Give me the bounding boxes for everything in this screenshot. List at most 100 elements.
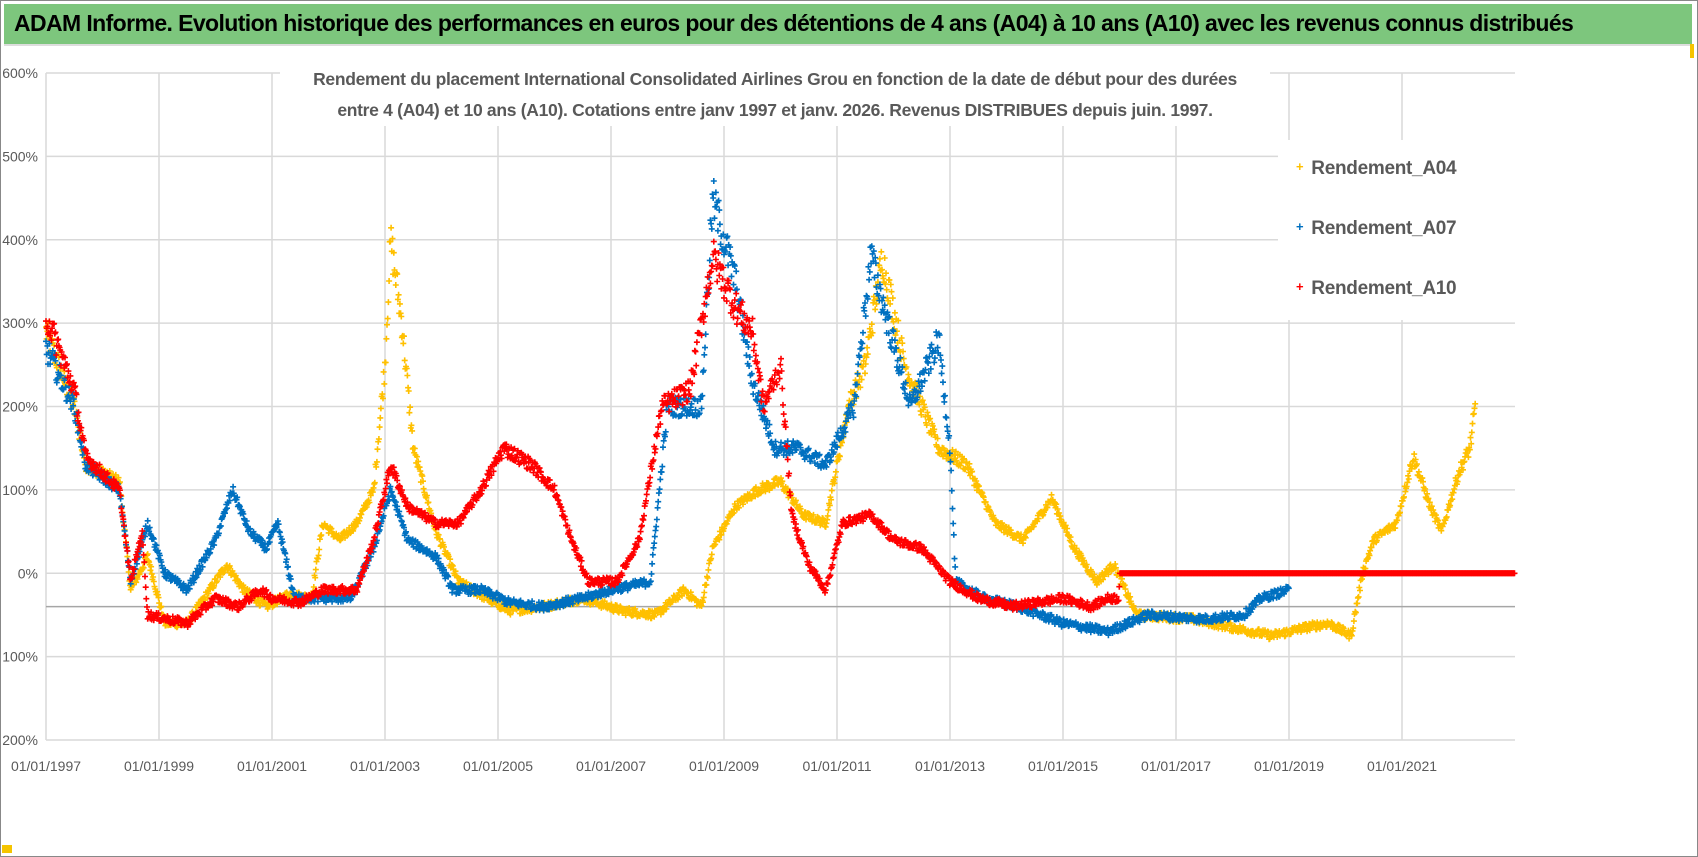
data-point [714, 227, 721, 234]
data-point [386, 278, 393, 284]
data-point [1282, 632, 1289, 639]
data-point [425, 499, 432, 506]
data-point [1428, 503, 1435, 510]
data-point [864, 351, 871, 358]
data-point [70, 396, 77, 403]
data-point [507, 611, 514, 618]
data-point [1048, 491, 1055, 498]
data-point [390, 249, 397, 256]
data-point [708, 551, 715, 558]
data-point [1053, 501, 1060, 508]
data-point [866, 276, 873, 283]
data-point [733, 268, 740, 275]
data-point [1470, 410, 1477, 417]
data-point [939, 363, 946, 370]
data-point [67, 398, 74, 405]
data-point [385, 299, 392, 306]
data-point [862, 361, 869, 367]
data-point [415, 458, 422, 465]
data-point [1064, 525, 1071, 532]
data-point [899, 340, 906, 347]
data-point [211, 582, 218, 589]
data-point [693, 339, 700, 346]
axis-ticks: 600%500%400%300%200%100%0%- 100%- 200%01… [0, 65, 1437, 774]
data-point [868, 321, 875, 328]
data-point [862, 370, 868, 377]
data-point [938, 370, 945, 377]
accent-mark [1690, 44, 1694, 58]
data-point [941, 398, 948, 405]
data-point [406, 409, 413, 416]
data-point [864, 344, 871, 351]
data-point [1100, 576, 1106, 583]
data-point [441, 543, 447, 550]
data-point [405, 388, 412, 394]
data-point [648, 570, 655, 577]
data-point [828, 496, 835, 503]
data-point [1020, 540, 1026, 547]
data-point [948, 467, 955, 474]
data-point [1350, 625, 1357, 632]
x-tick-label: 01/01/2011 [802, 758, 871, 774]
data-point [363, 504, 370, 510]
data-point [122, 533, 129, 539]
data-point [658, 407, 665, 414]
data-point [1392, 525, 1399, 532]
data-point [217, 574, 224, 581]
data-point [419, 473, 426, 480]
data-point [784, 485, 791, 492]
data-point [1466, 446, 1473, 453]
data-point [714, 278, 721, 285]
data-point [967, 472, 974, 479]
data-point [1062, 522, 1069, 529]
data-point [705, 566, 712, 573]
data-point [384, 315, 391, 322]
data-point [312, 574, 319, 581]
data-point [710, 195, 717, 201]
header-title: ADAM Informe. Evolution historique des p… [14, 10, 1574, 36]
data-point [54, 375, 61, 382]
data-point [1336, 622, 1343, 629]
data-point [1397, 509, 1403, 516]
data-point [643, 491, 650, 498]
data-point [1413, 461, 1420, 468]
data-point [730, 281, 737, 288]
data-point [124, 547, 131, 554]
data-point [887, 300, 894, 307]
data-point [649, 560, 656, 567]
data-point [420, 478, 426, 485]
x-tick-label: 01/01/1999 [124, 758, 194, 774]
data-point [352, 523, 359, 530]
data-point [825, 506, 832, 513]
data-point [938, 357, 944, 363]
data-point [708, 220, 715, 227]
data-point [949, 446, 956, 453]
data-point [1420, 478, 1426, 485]
data-point [951, 555, 958, 562]
data-point [702, 331, 709, 338]
data-point [716, 536, 723, 543]
data-point [887, 281, 894, 288]
data-point [655, 498, 662, 505]
x-tick-label: 01/01/2005 [463, 758, 533, 774]
data-point [115, 474, 122, 481]
data-point [1394, 517, 1401, 524]
data-point [929, 422, 936, 429]
data-point [716, 272, 723, 279]
x-tick-label: 01/01/2003 [350, 758, 420, 774]
data-point [1449, 496, 1456, 503]
data-point [657, 476, 664, 483]
data-point [143, 595, 150, 602]
data-point [858, 376, 865, 383]
data-point [881, 255, 888, 261]
data-point [1354, 600, 1361, 607]
data-point [923, 422, 930, 429]
data-marks [43, 178, 1518, 643]
data-point [931, 426, 938, 433]
data-point [1401, 493, 1407, 500]
data-point [158, 603, 165, 610]
data-point [1122, 586, 1129, 593]
data-point [892, 332, 899, 339]
data-point [836, 453, 843, 460]
